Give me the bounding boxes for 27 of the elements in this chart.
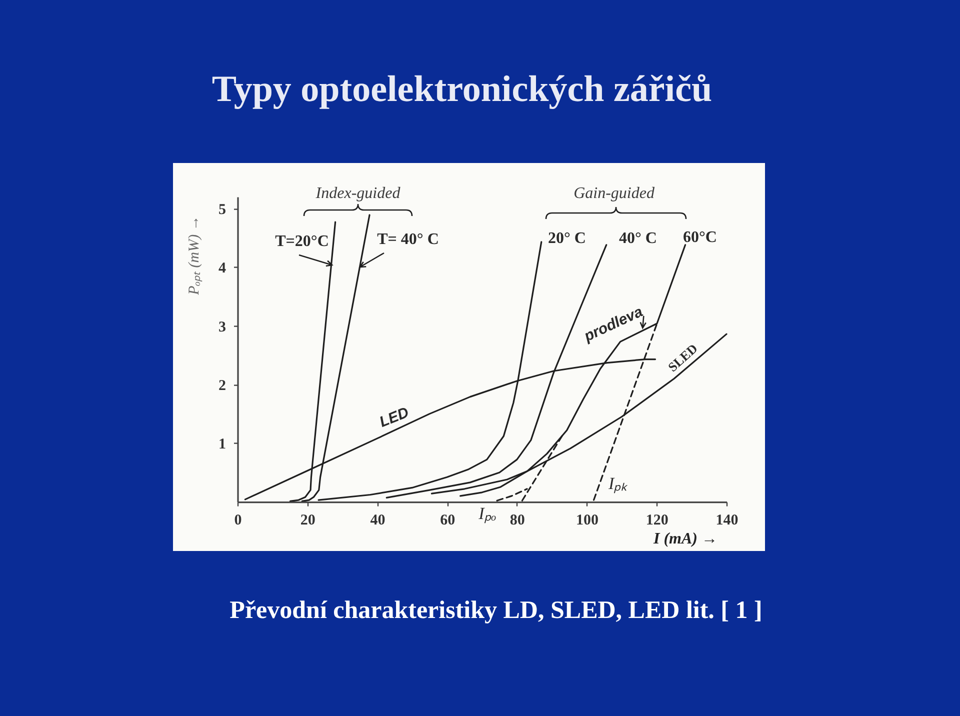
annotation: Iₚₒ bbox=[478, 504, 496, 524]
series-label: T=20°C bbox=[275, 233, 329, 250]
annotation: Iₚₖ bbox=[607, 474, 628, 494]
x-tick-label: 140 bbox=[716, 512, 738, 528]
x-axis-title: I (mA) → bbox=[652, 530, 718, 548]
y-axis-title: Pₒₚₜ (mW) → bbox=[186, 216, 202, 296]
x-tick-label: 40 bbox=[370, 512, 386, 528]
x-tick-label: 120 bbox=[646, 512, 668, 528]
text: LED bbox=[377, 404, 412, 431]
x-tick-label: 60 bbox=[440, 512, 456, 528]
y-tick-label: 2 bbox=[218, 378, 226, 394]
chart-title: Typy optoelektronických zářičů bbox=[212, 69, 712, 110]
text: Převodní charakteristiky LD, SLED, LED lit. [ 1 ] bbox=[230, 597, 762, 624]
y-tick-label: 4 bbox=[218, 260, 226, 277]
series-label: 20° C bbox=[548, 230, 586, 247]
y-tick-label: 3 bbox=[218, 319, 226, 336]
series-label: 60°C bbox=[683, 229, 717, 246]
annotation: Index-guided bbox=[314, 185, 402, 202]
x-tick-label: 20 bbox=[300, 512, 316, 528]
series-label: T= 40° C bbox=[377, 231, 439, 248]
x-tick-label: 80 bbox=[510, 512, 525, 528]
annotation: Gain-guided bbox=[574, 185, 656, 202]
x-tick-label: 0 bbox=[234, 512, 242, 528]
x-tick-label: 100 bbox=[576, 512, 599, 528]
y-tick-label: 5 bbox=[218, 202, 226, 218]
y-tick-label: 1 bbox=[218, 436, 226, 453]
series-label: 40° C bbox=[619, 230, 657, 247]
